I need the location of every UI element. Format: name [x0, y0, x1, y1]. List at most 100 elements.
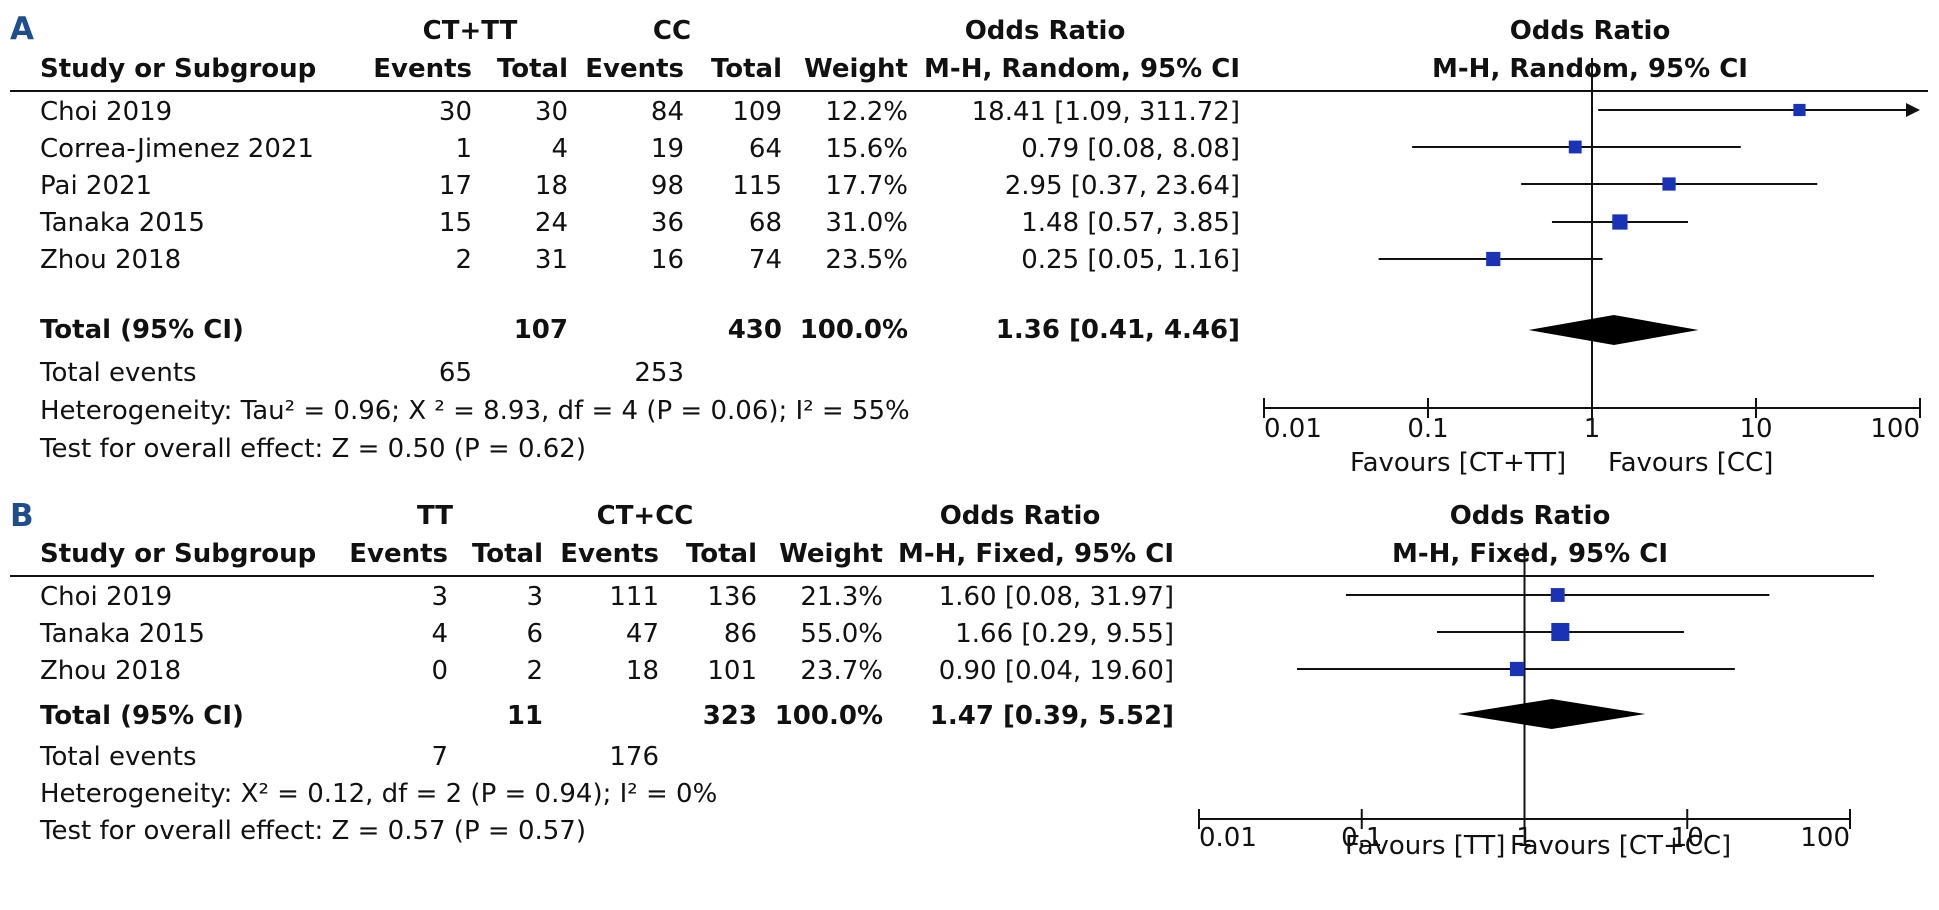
- study-name: Tanaka 2015: [40, 619, 205, 649]
- plot-method-header: M-H, Random, 95% CI: [1432, 54, 1748, 84]
- total-events-label: Total events: [40, 742, 197, 772]
- overall-effect-text: Test for overall effect: Z = 0.57 (P = 0…: [40, 816, 586, 846]
- header-rule: [10, 90, 1928, 92]
- plot-method-header: M-H, Fixed, 95% CI: [1391, 539, 1668, 569]
- events2-cell: 19: [650, 134, 684, 164]
- forest-plot-panel-a: A CT+TT CC Odds Ratio Odds Ratio Study o…: [10, 12, 1928, 478]
- total-events1: 65: [438, 358, 472, 388]
- total-label: Total (95% CI): [40, 701, 244, 731]
- point-estimate-marker: [1568, 140, 1582, 154]
- header-rule: [10, 575, 1874, 577]
- pooled-diamond: [1528, 315, 1699, 345]
- or-ci-cell: 0.79 [0.08, 8.08]: [1021, 134, 1240, 164]
- tick-label: 0.1: [1341, 823, 1382, 853]
- study-name: Zhou 2018: [40, 245, 182, 275]
- group1-header: CT+TT: [422, 16, 518, 46]
- events1-cell: 15: [438, 208, 472, 238]
- events2-cell: 47: [625, 619, 659, 649]
- events1-cell: 0: [431, 656, 448, 686]
- favours-right-label: Favours [CC]: [1608, 448, 1774, 478]
- study-name: Zhou 2018: [40, 656, 182, 686]
- tick-label: 0.01: [1199, 823, 1257, 853]
- total1-cell: 2: [526, 656, 543, 686]
- study-name: Choi 2019: [40, 582, 173, 612]
- total-weight: 100.0%: [799, 315, 908, 345]
- events2-header: Events: [560, 539, 659, 569]
- point-estimate-marker: [1551, 623, 1570, 641]
- total1-header: Total: [496, 54, 568, 84]
- total2-cell: 109: [732, 97, 782, 127]
- tick-label: 0.1: [1407, 414, 1448, 444]
- total1-cell: 3: [526, 582, 543, 612]
- total-events-label: Total events: [40, 358, 197, 388]
- tick-label: 0.01: [1264, 414, 1322, 444]
- weight-cell: 55.0%: [800, 619, 883, 649]
- point-estimate-marker: [1793, 103, 1806, 117]
- weight-cell: 31.0%: [825, 208, 908, 238]
- events1-cell: 17: [438, 171, 472, 201]
- point-estimate-marker: [1662, 177, 1676, 191]
- events2-cell: 111: [609, 582, 659, 612]
- point-estimate-marker: [1550, 588, 1565, 602]
- total1-cell: 31: [534, 245, 568, 275]
- or-ci-cell: 1.60 [0.08, 31.97]: [938, 582, 1174, 612]
- tick-label: 10: [1739, 414, 1772, 444]
- total2-cell: 64: [748, 134, 782, 164]
- forest-plot-graphic: 0.01 0.1 1 10 100: [1263, 58, 1921, 444]
- heterogeneity-text: Heterogeneity: Χ² = 0.12, df = 2 (P = 0.…: [40, 779, 718, 809]
- study-name: Tanaka 2015: [40, 208, 205, 238]
- total2-sum: 430: [727, 315, 782, 345]
- total-events1: 7: [431, 742, 448, 772]
- tick-label: 100: [1800, 823, 1850, 853]
- favours-left-label: Favours [TT]: [1345, 831, 1506, 861]
- events1-cell: 3: [431, 582, 448, 612]
- favours-right-label: Favours [CT+CC]: [1510, 831, 1732, 861]
- group1-header: TT: [416, 501, 454, 531]
- or-ci-cell: 2.95 [0.37, 23.64]: [1004, 171, 1240, 201]
- events1-header: Events: [349, 539, 448, 569]
- total2-cell: 74: [748, 245, 782, 275]
- events1-cell: 1: [455, 134, 472, 164]
- total-events2: 176: [609, 742, 659, 772]
- weight-cell: 12.2%: [825, 97, 908, 127]
- total1-cell: 18: [534, 171, 568, 201]
- total2-sum: 323: [702, 701, 757, 731]
- events2-cell: 18: [625, 656, 659, 686]
- events2-header: Events: [585, 54, 684, 84]
- total2-header: Total: [685, 539, 757, 569]
- overall-effect-text: Test for overall effect: Z = 0.50 (P = 0…: [40, 434, 586, 464]
- events2-cell: 98: [650, 171, 684, 201]
- weight-cell: 23.7%: [800, 656, 883, 686]
- total1-sum: 11: [506, 701, 543, 731]
- total-or-ci: 1.47 [0.39, 5.52]: [929, 701, 1174, 731]
- total-events2: 253: [634, 358, 684, 388]
- ci-arrow: [1906, 103, 1920, 117]
- total-or-ci: 1.36 [0.41, 4.46]: [995, 315, 1240, 345]
- events2-cell: 16: [650, 245, 684, 275]
- study-header: Study or Subgroup: [40, 539, 317, 569]
- forest-plot-graphic: 0.01 0.1 1 10 100: [1198, 543, 1851, 853]
- or-method-header: M-H, Random, 95% CI: [924, 54, 1240, 84]
- point-estimate-marker: [1509, 661, 1525, 677]
- tick-label: 1: [1584, 414, 1601, 444]
- tick-label: 100: [1870, 414, 1920, 444]
- events1-header: Events: [373, 54, 472, 84]
- total2-header: Total: [710, 54, 782, 84]
- study-name: Correa-Jimenez 2021: [40, 134, 314, 164]
- or-title: Odds Ratio: [964, 16, 1126, 46]
- events2-cell: 84: [650, 97, 684, 127]
- study-name: Choi 2019: [40, 97, 173, 127]
- forest-plot-panel-b: B TT CT+CC Odds Ratio Odds Ratio Study o…: [0, 485, 1939, 910]
- or-ci-cell: 1.66 [0.29, 9.55]: [955, 619, 1174, 649]
- or-ci-cell: 0.90 [0.04, 19.60]: [938, 656, 1174, 686]
- point-estimate-marker: [1486, 251, 1501, 267]
- group2-header: CT+CC: [596, 501, 694, 531]
- group2-header: CC: [652, 16, 692, 46]
- total1-cell: 24: [534, 208, 568, 238]
- tick-label: 10: [1671, 823, 1704, 853]
- plot-title: Odds Ratio: [1509, 16, 1671, 46]
- events1-cell: 4: [431, 619, 448, 649]
- total1-header: Total: [471, 539, 543, 569]
- or-ci-cell: 18.41 [1.09, 311.72]: [971, 97, 1240, 127]
- weight-cell: 15.6%: [825, 134, 908, 164]
